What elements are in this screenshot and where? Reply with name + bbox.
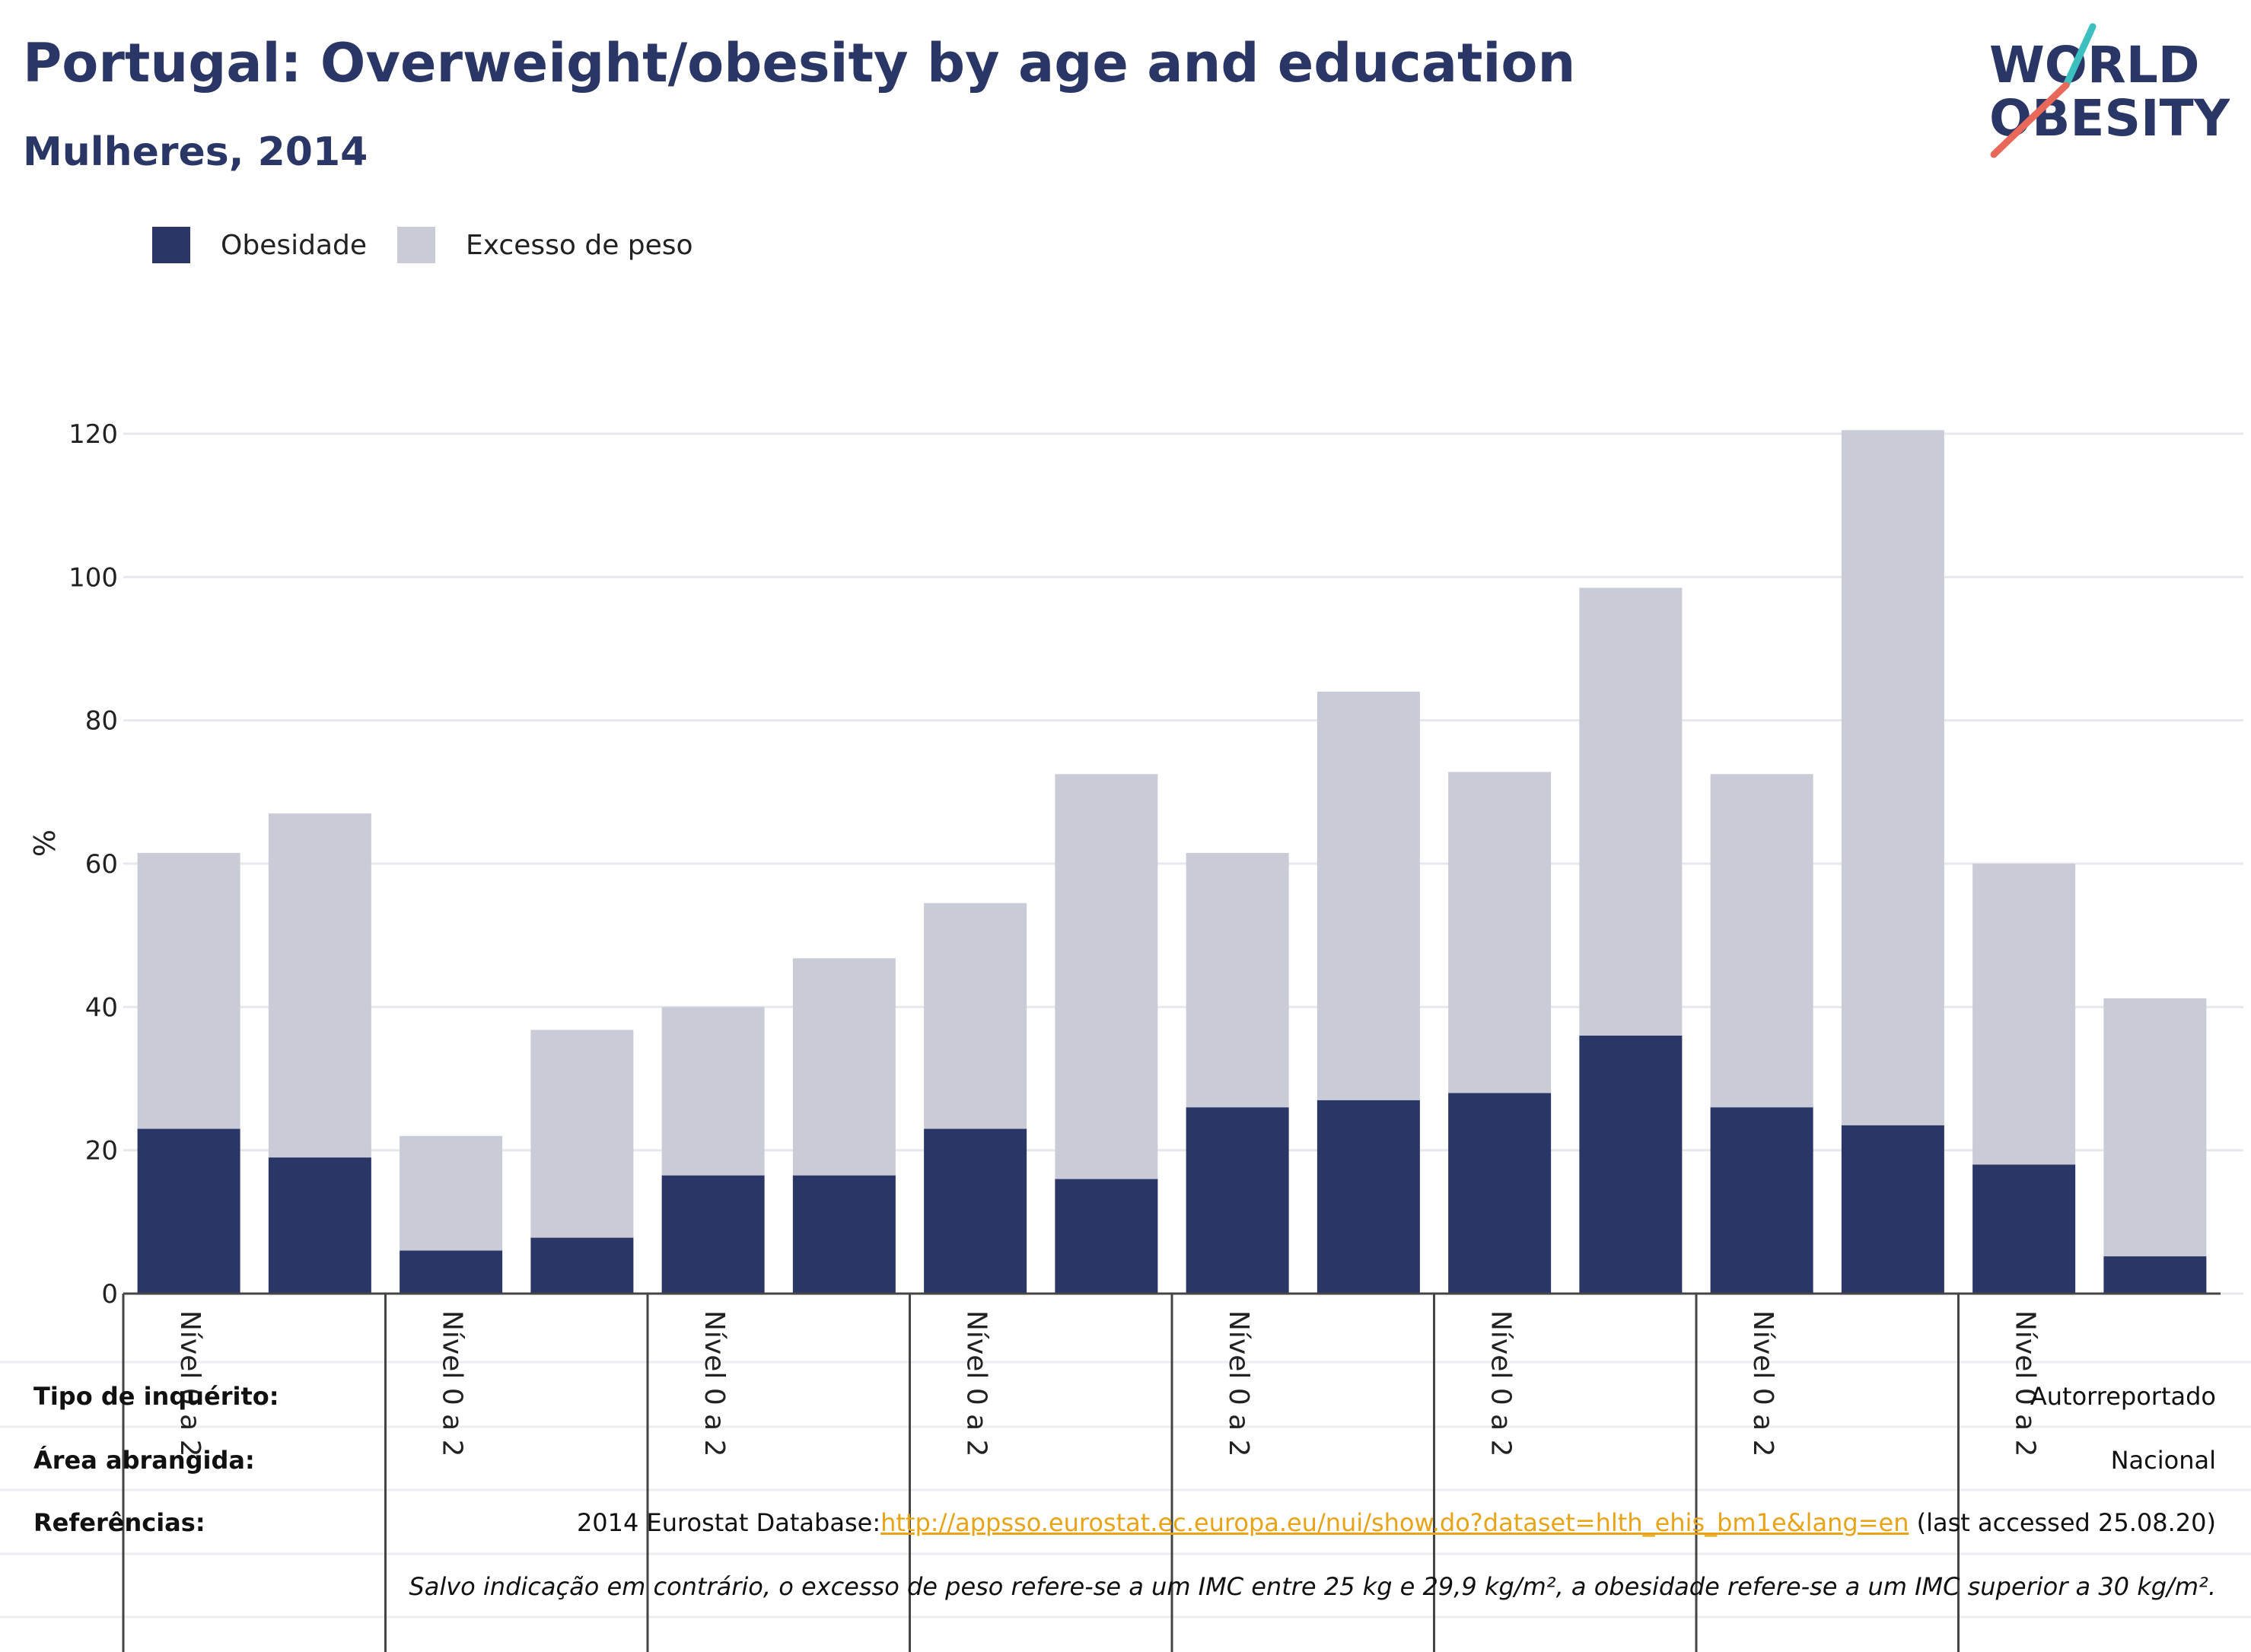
references-prefix: 2014 Eurostat Database: [576,1508,881,1537]
x-tick-label: Nível 0 a 2 [2010,1310,2041,1457]
survey-type-value: Autorreportado [2030,1382,2216,1411]
bar-overweight [924,902,1027,1129]
bar-obesity [792,1175,896,1294]
chart-title: Portugal: Overweight/obesity by age and … [23,32,1576,94]
bar-overweight [2103,998,2207,1257]
y-tick-label: 80 [85,706,118,737]
x-tick-label: Nível 0 a 2 [1747,1310,1778,1457]
chart-subtitle: Mulheres, 2014 [23,129,368,175]
bar-overweight [1710,774,1813,1108]
legend-label-overweight: Excesso de peso [466,229,693,261]
bar-overweight [400,1135,503,1251]
bar-obesity [2103,1256,2207,1294]
definition-note: Salvo indicação em contrário, o excesso … [409,1572,2216,1601]
bar-overweight [1055,774,1158,1179]
bar-obesity [1448,1093,1552,1294]
references-link[interactable]: http://appsso.eurostat.ec.europa.eu/nui/… [880,1508,1909,1537]
bar-obesity [924,1128,1027,1294]
bar-obesity [1579,1036,1683,1294]
legend: Obesidade Excesso de peso [152,227,693,263]
references-value: 2014 Eurostat Database:http://appsso.eur… [577,1508,2216,1537]
bar-obesity [1841,1125,1944,1294]
references-label: Referências: [33,1508,205,1537]
x-tick-label: Nível 0 a 2 [437,1310,468,1457]
bar-obesity [1972,1164,2076,1294]
x-tick-label: Nível 0 a 2 [699,1310,730,1457]
bar-obesity [1317,1100,1420,1294]
y-tick-label: 0 [101,1279,118,1310]
area-value: Nacional [2110,1446,2216,1475]
bar-overweight [1972,864,2076,1165]
references-suffix: (last accessed 25.08.20) [1909,1508,2216,1537]
y-tick-label: 120 [68,419,118,450]
bar-obesity [661,1175,765,1294]
bar-overweight [1448,772,1552,1093]
legend-item-obesity[interactable]: Obesidade [152,227,367,263]
bar-obesity [530,1237,634,1294]
bar-overweight [661,1007,765,1176]
bar-obesity [268,1157,371,1294]
bar-overweight [1841,430,1944,1125]
bar-obesity [1055,1179,1158,1294]
x-tick-label: Nível 0 a 2 [1223,1310,1254,1457]
x-tick-label: Nível 0 a 2 [1485,1310,1517,1457]
bar-obesity [400,1250,503,1294]
bar-overweight [268,813,371,1158]
logo-line1: WORLD [1989,36,2200,94]
area-label: Área abrangida: [33,1446,255,1475]
bar-overweight [137,852,240,1129]
bar-obesity [1186,1107,1289,1294]
bar-overweight [792,958,896,1176]
bar-obesity [137,1128,240,1294]
survey-type-label: Tipo de inquérito: [33,1382,279,1411]
legend-swatch-obesity [152,227,190,263]
legend-swatch-overweight [397,227,436,263]
bar-overweight [1186,852,1289,1108]
x-tick-label: Nível 0 a 2 [961,1310,992,1457]
y-tick-label: 20 [85,1136,118,1167]
bar-overweight [530,1030,634,1238]
y-axis-label: % [28,829,62,857]
y-tick-label: 60 [85,849,118,880]
y-tick-label: 40 [85,992,118,1023]
y-tick-label: 100 [68,562,118,593]
bar-obesity [1710,1107,1813,1294]
legend-item-overweight[interactable]: Excesso de peso [397,227,693,263]
bar-overweight [1317,692,1420,1100]
legend-label-obesity: Obesidade [221,229,368,261]
x-tick-label: Nível 0 a 2 [174,1310,205,1457]
world-obesity-logo: WORLD OBESITY [1989,23,2230,158]
bar-overweight [1579,587,1683,1036]
